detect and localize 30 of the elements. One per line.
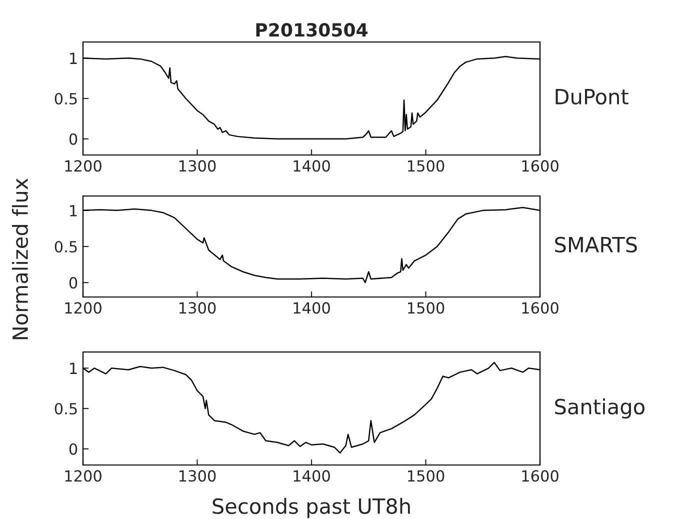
x-tick-label: 1400 bbox=[294, 160, 330, 172]
series-label: Santiago bbox=[555, 398, 644, 419]
series-label: DuPont bbox=[556, 89, 628, 105]
y-tick-label: 1 bbox=[70, 52, 77, 64]
x-tick-label: 1200 bbox=[65, 470, 102, 482]
series-label: SMARTS bbox=[555, 236, 637, 253]
x-tick-label: 1200 bbox=[65, 160, 102, 172]
y-tick-label: 1 bbox=[70, 205, 77, 216]
x-tick-label: 1600 bbox=[522, 470, 558, 482]
x-tick-label: 1500 bbox=[408, 160, 444, 172]
y-tick-label: 0 bbox=[69, 443, 78, 455]
y-tick-label: 0 bbox=[69, 133, 78, 145]
chart-title: P20130504 bbox=[256, 23, 368, 37]
x-tick-label: 1600 bbox=[522, 302, 558, 314]
x-axis-title: Seconds past UT8h bbox=[212, 498, 410, 518]
x-tick-label: 1500 bbox=[408, 470, 444, 482]
x-tick-label: 1200 bbox=[65, 302, 102, 314]
x-tick-label: 1400 bbox=[294, 302, 330, 314]
y-tick-label: 0.5 bbox=[54, 402, 77, 415]
x-tick-label: 1600 bbox=[522, 160, 558, 172]
y-axis-title: Normalized flux bbox=[12, 178, 28, 340]
y-tick-label: 0.5 bbox=[54, 92, 77, 105]
x-tick-label: 1300 bbox=[179, 160, 216, 172]
x-tick-label: 1300 bbox=[179, 470, 216, 482]
x-tick-label: 1500 bbox=[408, 302, 444, 314]
x-tick-label: 1300 bbox=[179, 302, 216, 314]
y-tick-label: 1 bbox=[70, 362, 77, 374]
x-tick-label: 1400 bbox=[294, 470, 330, 482]
y-tick-label: 0 bbox=[69, 277, 78, 289]
y-tick-label: 0.5 bbox=[54, 240, 77, 253]
